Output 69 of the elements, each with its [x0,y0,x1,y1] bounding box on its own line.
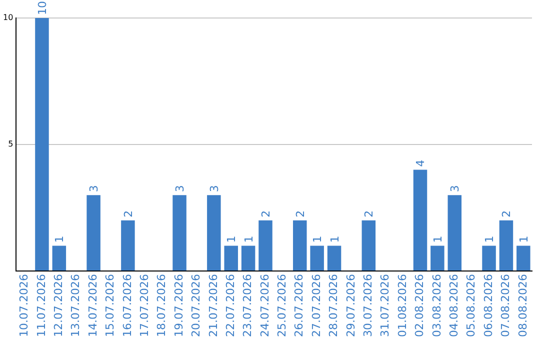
x-tick-label: 29.07.2026 [344,274,358,338]
data-label: 1 [483,236,496,243]
bar [413,170,428,271]
bar [362,220,376,271]
data-label: 1 [517,236,530,243]
x-tick-label: 21.07.2026 [206,274,220,338]
x-tick-label: 30.07.2026 [362,274,375,338]
bar [207,195,221,271]
bar [52,246,66,271]
x-tick-label: 26.07.2026 [292,274,306,338]
bar [482,246,496,271]
x-tick-label: 12.07.2026 [52,274,66,338]
bar [172,195,186,271]
data-label: 2 [294,210,307,218]
data-label: 1 [431,236,444,243]
bar [35,18,49,271]
x-tick-label: 01.08.2026 [396,274,409,338]
data-label: 3 [174,185,187,192]
x-tick-label: 10.07.2026 [18,274,31,338]
x-tick-label: 27.07.2026 [310,274,323,338]
bar [121,220,135,271]
x-tick-label: 24.07.2026 [258,274,272,338]
x-tick-label: 20.07.2026 [190,274,203,338]
data-label: 2 [259,210,272,218]
x-tick-label: 17.07.2026 [138,274,151,338]
x-tick-label: 07.08.2026 [499,274,512,338]
data-label: 2 [362,210,376,218]
bar [86,195,100,271]
data-label: 1 [53,236,66,243]
x-tick-label: 02.08.2026 [413,274,426,338]
data-label: 3 [88,185,101,192]
x-tick-label: 23.07.2026 [241,274,254,338]
bar [499,220,514,271]
y-tick-label: 5 [8,140,14,149]
x-tick-label: 13.07.2026 [69,274,82,338]
data-label: 1 [225,236,238,243]
x-tick-label: 31.07.2026 [378,274,392,338]
bar [327,246,342,271]
data-label: 4 [414,160,428,167]
data-label: 10 [36,1,49,15]
x-tick-label: 25.07.2026 [276,274,289,338]
x-tick-label: 03.08.2026 [430,274,444,338]
bar [448,195,462,271]
data-label: 1 [311,236,324,243]
x-tick-label: 11.07.2026 [34,274,48,338]
bar [224,246,238,271]
data-label: 1 [242,236,256,243]
x-tick-label: 18.07.2026 [155,274,168,338]
bar [293,220,307,271]
x-tick-label: 14.07.2026 [86,274,100,338]
data-label: 2 [500,210,514,218]
data-label: 2 [122,210,135,218]
x-tick-label: 22.07.2026 [224,274,237,338]
x-tick-label: 08.08.2026 [516,274,530,338]
x-tick-label: 15.07.2026 [104,274,117,338]
x-tick-label: 19.07.2026 [172,274,186,338]
x-tick-label: 04.08.2026 [447,274,460,338]
bar [258,220,272,271]
bar [310,246,324,271]
data-label: 3 [208,185,221,192]
x-tick-label: 05.08.2026 [464,274,478,338]
bar [516,246,530,271]
bar [430,246,444,271]
x-tick-label: 06.08.2026 [482,274,495,338]
x-tick-label: 16.07.2026 [120,274,134,338]
data-label: 1 [328,236,342,243]
x-tick-label: 28.07.2026 [327,274,340,338]
bar [241,246,256,271]
data-label: 3 [448,185,462,192]
